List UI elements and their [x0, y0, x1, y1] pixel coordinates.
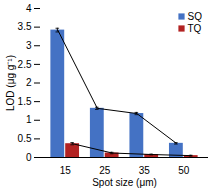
- svg-text:TQ: TQ: [188, 23, 202, 34]
- svg-text:2.5: 2.5: [18, 59, 32, 70]
- svg-text:0.5: 0.5: [18, 133, 32, 144]
- svg-text:0: 0: [26, 152, 32, 163]
- svg-text:15: 15: [60, 165, 72, 176]
- svg-text:LOD (μg g⁻¹): LOD (μg g⁻¹): [5, 55, 16, 111]
- svg-text:1.5: 1.5: [18, 96, 32, 107]
- svg-text:3.5: 3.5: [18, 21, 32, 32]
- svg-text:Spot size (μm): Spot size (μm): [92, 177, 157, 188]
- svg-text:25: 25: [99, 165, 111, 176]
- svg-text:35: 35: [139, 165, 151, 176]
- svg-text:SQ: SQ: [188, 11, 203, 22]
- svg-text:1: 1: [26, 114, 32, 125]
- svg-text:4: 4: [26, 3, 32, 14]
- svg-text:50: 50: [178, 165, 190, 176]
- svg-text:3: 3: [26, 40, 32, 51]
- svg-text:2: 2: [26, 77, 32, 88]
